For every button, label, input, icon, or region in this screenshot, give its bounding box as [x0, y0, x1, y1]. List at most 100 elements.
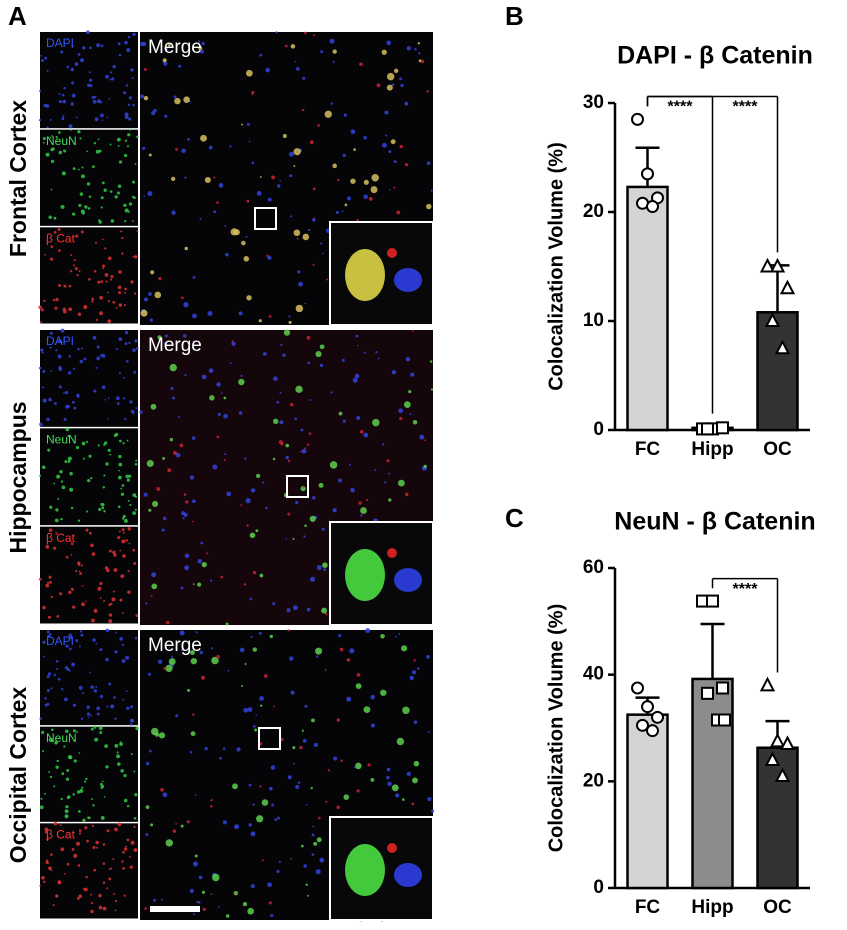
- cell: [94, 117, 99, 122]
- cell: [109, 453, 112, 456]
- cell: [130, 68, 134, 72]
- cell: [319, 344, 325, 350]
- cell: [72, 605, 76, 609]
- cell: [330, 391, 333, 394]
- cell: [259, 785, 262, 788]
- cell: [230, 228, 238, 236]
- cell: [47, 615, 52, 619]
- cell: [86, 839, 89, 843]
- cell: [408, 389, 412, 394]
- cell: [88, 531, 92, 535]
- cell: [229, 362, 232, 365]
- cell: [80, 174, 85, 179]
- cell: [221, 392, 223, 394]
- cell: [170, 386, 174, 391]
- cell: [262, 481, 265, 484]
- cell: [290, 857, 293, 860]
- cell: [58, 92, 61, 95]
- cell: [406, 46, 411, 51]
- cell: [151, 572, 157, 578]
- cell: [143, 297, 149, 302]
- cell: [122, 514, 126, 518]
- cell: [252, 803, 255, 806]
- inset-nucleus: [394, 568, 422, 592]
- cell: [285, 443, 290, 448]
- cell: [418, 52, 421, 55]
- cell: [87, 207, 91, 210]
- cell: [313, 217, 316, 220]
- cell: [315, 350, 322, 358]
- cell: [97, 99, 101, 104]
- cell: [43, 880, 46, 884]
- cell: [386, 84, 393, 91]
- cell: [65, 729, 69, 733]
- cell: [406, 771, 411, 776]
- cell: [423, 464, 427, 469]
- cell: [65, 777, 70, 781]
- cell: [241, 685, 244, 688]
- cell: [50, 370, 53, 372]
- cell: [124, 112, 129, 117]
- cell: [93, 608, 98, 613]
- cell: [48, 738, 53, 743]
- data-point: [646, 200, 659, 214]
- cell: [402, 706, 410, 715]
- data-point: [716, 681, 729, 695]
- cell: [340, 759, 343, 762]
- cell: [42, 605, 46, 610]
- cell: [332, 163, 337, 169]
- cell: [200, 541, 204, 545]
- cell: [121, 611, 124, 614]
- cell: [120, 487, 123, 490]
- cell: [160, 898, 163, 901]
- cell: [196, 900, 199, 903]
- cell: [327, 769, 331, 772]
- cell: [61, 93, 65, 97]
- cell: [70, 542, 74, 546]
- cell: [112, 590, 115, 593]
- cell: [98, 220, 102, 224]
- cell: [118, 462, 123, 467]
- cell: [384, 481, 387, 484]
- cell: [131, 77, 134, 80]
- cell: [47, 672, 52, 676]
- cell: [51, 135, 53, 137]
- cell: [44, 830, 48, 834]
- cell: [224, 453, 227, 456]
- cell: [268, 315, 272, 318]
- cell: [250, 884, 255, 889]
- bar: [691, 677, 734, 890]
- cell: [77, 563, 81, 566]
- cell: [123, 773, 127, 778]
- cell: [181, 148, 186, 153]
- cell: [287, 512, 291, 516]
- cell: [304, 524, 307, 528]
- cell: [430, 189, 433, 192]
- cell: [363, 432, 369, 438]
- cell: [48, 575, 52, 579]
- cell: [123, 91, 127, 95]
- cell: [294, 60, 297, 63]
- cell: [192, 276, 196, 279]
- cell: [127, 570, 130, 573]
- cell: [332, 508, 337, 513]
- cell: [59, 469, 63, 474]
- channel-label: NeuN: [46, 433, 77, 447]
- cell: [336, 718, 340, 722]
- cell: [309, 140, 314, 145]
- cell: [83, 887, 88, 892]
- cell: [209, 395, 215, 401]
- cell: [87, 816, 91, 820]
- cell: [122, 698, 125, 701]
- cell: [211, 873, 220, 882]
- cell: [400, 645, 408, 652]
- cell: [125, 539, 129, 542]
- cell: [276, 184, 281, 188]
- cell: [202, 907, 206, 912]
- cell: [78, 570, 81, 573]
- cell: [430, 388, 434, 391]
- cell: [58, 385, 62, 389]
- cell: [124, 139, 128, 142]
- cell: [62, 115, 65, 118]
- y-tick-label: 20: [583, 770, 604, 791]
